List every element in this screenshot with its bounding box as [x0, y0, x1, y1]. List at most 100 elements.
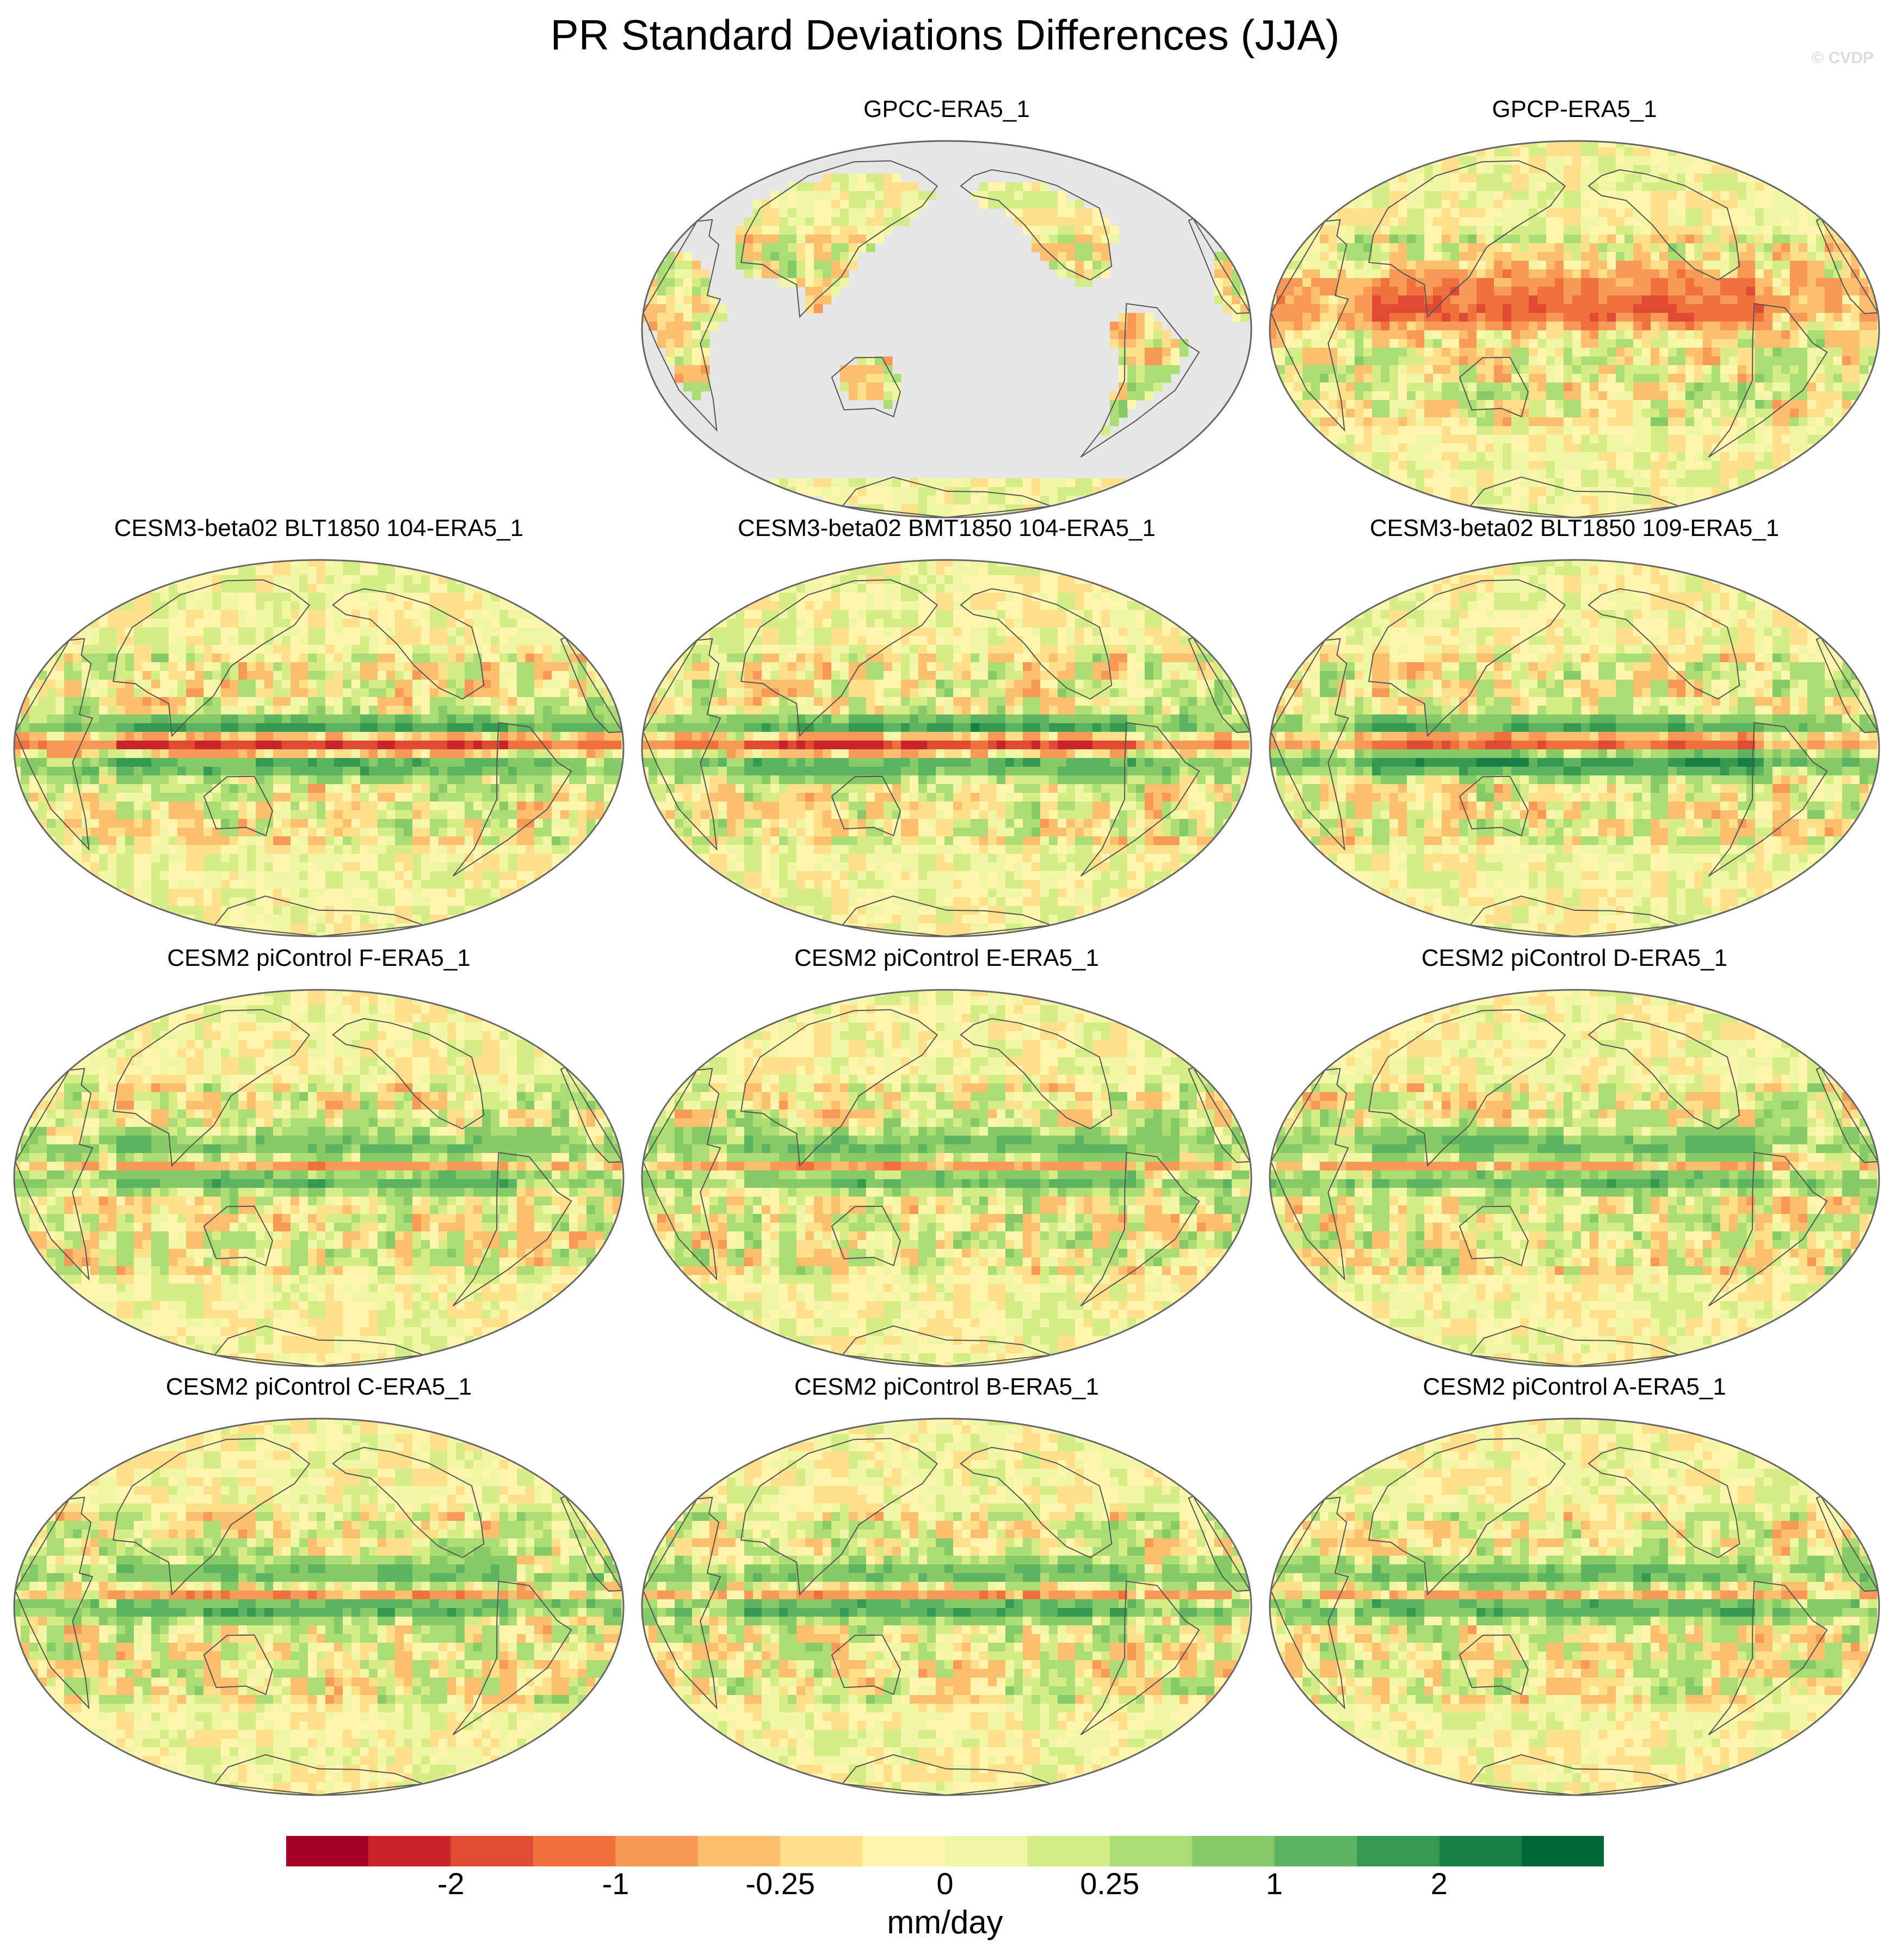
coastline — [1815, 218, 1879, 315]
map-pica — [1269, 1417, 1880, 1796]
field-layer — [14, 560, 623, 936]
coastline — [213, 1754, 423, 1795]
coastline — [1080, 303, 1200, 458]
coastline — [1588, 588, 1740, 700]
field-layer — [1270, 141, 1879, 517]
coastline — [1188, 637, 1251, 734]
map-border — [1269, 1417, 1880, 1796]
map-border — [641, 989, 1252, 1367]
field-layer — [1270, 560, 1879, 936]
colorbar-tick-label: -0.25 — [726, 1866, 835, 1901]
coastline — [1588, 1018, 1740, 1130]
coastline — [1469, 476, 1679, 517]
coastline — [643, 638, 721, 851]
panel-title: CESM2 piControl D-ERA5_1 — [1264, 943, 1885, 973]
coastline — [1188, 1067, 1251, 1163]
coastline — [740, 1009, 938, 1167]
coastline — [1080, 1151, 1200, 1306]
coastline — [841, 895, 1051, 936]
coastline — [332, 588, 485, 700]
map-gpcp — [1269, 140, 1880, 519]
coastline — [831, 775, 901, 837]
map-picc — [13, 1417, 625, 1796]
coastline — [960, 588, 1113, 700]
colorbar-swatch — [450, 1836, 534, 1866]
colorbar-tick-label: 1 — [1220, 1866, 1329, 1901]
coastline — [112, 579, 311, 737]
coastline — [831, 356, 901, 418]
panel-title: CESM2 piControl C-ERA5_1 — [9, 1372, 629, 1402]
cvdp-watermark: © CVDP — [1792, 49, 1874, 67]
colorbar-swatch — [862, 1836, 945, 1866]
coastline — [740, 579, 938, 737]
coastline — [1270, 1068, 1349, 1281]
panel-title: CESM3-beta02 BMT1850 104-ERA5_1 — [637, 513, 1257, 544]
coastline — [1270, 219, 1349, 432]
coastline — [1270, 638, 1349, 851]
panel-title: CESM3-beta02 BLT1850 109-ERA5_1 — [1264, 513, 1885, 544]
map-border — [1269, 559, 1880, 938]
field-layer — [642, 1419, 1251, 1795]
map-border — [641, 140, 1252, 519]
coastline — [1708, 1151, 1828, 1306]
colorbar-swatch — [286, 1836, 369, 1866]
colorbar-swatch — [1521, 1836, 1604, 1866]
colorbar-tick-label: -1 — [561, 1866, 670, 1901]
coastline — [831, 1634, 901, 1696]
coastline — [841, 1754, 1051, 1795]
colorbar-units: mm/day — [836, 1903, 1054, 1941]
map-border — [13, 559, 625, 938]
colorbar-swatch — [1274, 1836, 1357, 1866]
map-blt109 — [1269, 559, 1880, 938]
map-pice — [641, 989, 1252, 1367]
coastline — [332, 1446, 485, 1558]
map-picb — [641, 1417, 1252, 1796]
coastline — [643, 219, 721, 432]
coastline — [1188, 1495, 1251, 1592]
colorbar-swatch — [697, 1836, 781, 1866]
colorbar-tick-label: -2 — [397, 1866, 505, 1901]
colorbar-tick-label: 0 — [891, 1866, 999, 1901]
coastline — [1080, 722, 1200, 877]
coastline — [831, 1205, 901, 1267]
coastline — [452, 722, 572, 877]
coastline — [1270, 1496, 1349, 1710]
coastline — [960, 1018, 1113, 1130]
coastline — [112, 1438, 311, 1596]
coastline — [203, 775, 273, 837]
coastline — [1459, 1634, 1529, 1696]
coastline — [15, 638, 94, 851]
coastline — [1459, 1205, 1529, 1267]
coastline — [452, 1151, 572, 1306]
panel-title: CESM2 piControl E-ERA5_1 — [637, 943, 1257, 973]
coastline — [960, 169, 1113, 281]
map-blt104 — [13, 559, 625, 938]
map-border — [13, 1417, 625, 1796]
coastline — [213, 1325, 423, 1366]
coastline — [841, 476, 1051, 517]
coastline — [560, 637, 623, 734]
coastline — [1080, 1580, 1200, 1735]
coastline — [1188, 218, 1251, 315]
coastline — [560, 1067, 623, 1163]
coastline — [740, 160, 938, 318]
panel-title: CESM2 piControl F-ERA5_1 — [9, 943, 629, 973]
coastline — [112, 1009, 311, 1167]
coastline — [452, 1580, 572, 1735]
field-layer — [1270, 1419, 1879, 1795]
coastline — [1588, 169, 1740, 281]
map-border — [1269, 989, 1880, 1367]
coastline — [1815, 1067, 1879, 1163]
coastline — [15, 1068, 94, 1281]
coastline — [1815, 637, 1879, 734]
coastline — [560, 1495, 623, 1592]
coastline — [841, 1325, 1051, 1366]
field-layer — [1270, 990, 1879, 1366]
coastline — [1708, 1580, 1828, 1735]
coastline — [643, 1068, 721, 1281]
colorbar-swatch — [615, 1836, 698, 1866]
page-title: PR Standard Deviations Differences (JJA) — [0, 8, 1890, 62]
field-layer — [14, 1419, 623, 1795]
colorbar-swatch — [780, 1836, 863, 1866]
colorbar-swatch — [1192, 1836, 1275, 1866]
